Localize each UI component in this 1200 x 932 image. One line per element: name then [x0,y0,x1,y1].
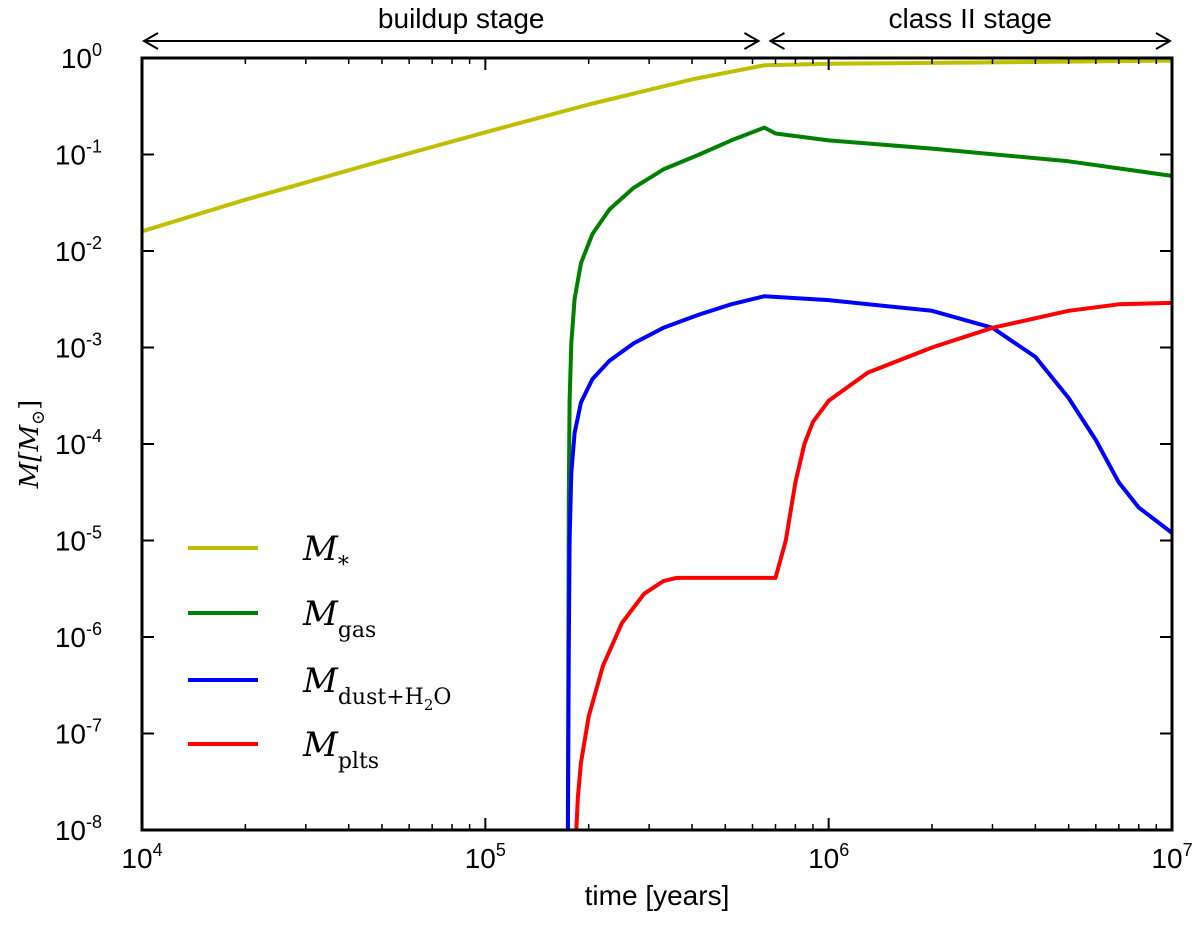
legend-label-main: M [302,725,339,765]
legend-item-m-dust-h2o: Mdust+H2O [188,661,451,714]
legend-label: Mdust+H2O [302,661,451,714]
legend-label-main: M [302,661,339,701]
x-tick-exponent: 5 [496,840,506,860]
legend-label-subscript: gas [338,618,377,643]
x-tick-label: 106 [808,840,849,874]
series-line-m-star [142,58,1172,234]
series-line-m-gas [565,125,1172,830]
y-tick-label: 10-4 [55,426,102,460]
stage-arrow-head-right [1155,32,1173,50]
x-tick-label: 104 [121,840,162,874]
y-tick-base: 10 [55,526,86,557]
stage-arrow-head-right [743,32,761,50]
x-tick-exponent: 4 [153,840,163,860]
y-tick-exponent: -5 [86,523,102,543]
y-tick-label: 10-3 [55,330,102,364]
y-tick-exponent: -2 [86,233,102,253]
legend-item-m-star: M* [188,529,349,578]
x-tick-base: 10 [121,843,152,874]
legend-label-subscript-2: 2 [424,696,434,714]
x-tick-base: 10 [1151,843,1182,874]
y-tick-base: 10 [61,43,92,74]
x-tick-exponent: 6 [839,840,849,860]
y-axis-title: M[M⊙] [15,400,49,490]
y-tick-exponent: -4 [86,426,102,446]
y-tick-base: 10 [55,719,86,750]
y-tick-label: 10-7 [55,716,102,750]
legend-label-main: M [302,594,339,634]
y-tick-base: 10 [55,429,86,460]
plot-frame [140,56,1174,832]
y-tick-base: 10 [55,622,86,653]
x-tick-label: 107 [1151,840,1192,874]
series-lines [142,58,1172,830]
y-tick-exponent: -7 [86,716,102,736]
legend-item-m-gas: Mgas [188,594,376,643]
legend-label-subscript-3: O [433,685,451,710]
y-tick-label: 10-1 [55,137,102,171]
stage-label: class II stage [889,3,1052,34]
y-tick-base: 10 [55,815,86,846]
x-tick-base: 10 [465,843,496,874]
y-tick-base: 10 [55,236,86,267]
legend-label-subscript: plts [338,749,379,774]
legend-label: Mplts [302,725,379,774]
y-tick-exponent: -1 [86,137,102,157]
series-line-m-plts [574,300,1172,830]
x-tick-exponent: 7 [1183,840,1193,860]
y-tick-base: 10 [55,140,86,171]
y-tick-base: 10 [55,333,86,364]
legend-label-main: M [302,529,339,569]
stage-arrow-buildup: buildup stage [141,3,761,50]
stage-annotations: buildup stage class II stage [141,3,1173,50]
y-tick-exponent: -3 [86,330,102,350]
y-tick-label: 10-5 [55,523,102,557]
y-tick-exponent: 0 [92,40,102,60]
x-tick-label: 105 [465,840,506,874]
series-line-m-dust-h2o [565,294,1172,830]
y-tick-label: 10-2 [55,233,102,267]
stage-arrow-class-ii: class II stage [768,3,1173,50]
stage-label: buildup stage [378,3,545,34]
axis-ticks: 104 105 106 10710010-110-210-310-410-510-61… [55,40,1193,874]
y-axis-title-main: M[M [15,424,45,490]
legend-label: Mgas [302,594,376,643]
stage-arrow-head-left [768,32,785,50]
x-axis-title: time [years] [585,880,730,911]
stage-arrow-head-left [141,32,159,50]
y-axis-title-sub: ⊙ [28,410,49,425]
legend-label-subscript: * [338,553,349,578]
y-axis-title-close: ] [15,400,45,410]
y-tick-label: 100 [61,40,102,74]
y-tick-label: 10-6 [55,619,102,653]
legend-label-subscript: dust+H [338,685,424,710]
y-tick-exponent: -6 [86,619,102,639]
y-tick-exponent: -8 [86,812,102,832]
y-tick-label: 10-8 [55,812,102,846]
x-tick-base: 10 [808,843,839,874]
legend-item-m-plts: Mplts [188,725,379,774]
legend-label: M* [302,529,349,578]
